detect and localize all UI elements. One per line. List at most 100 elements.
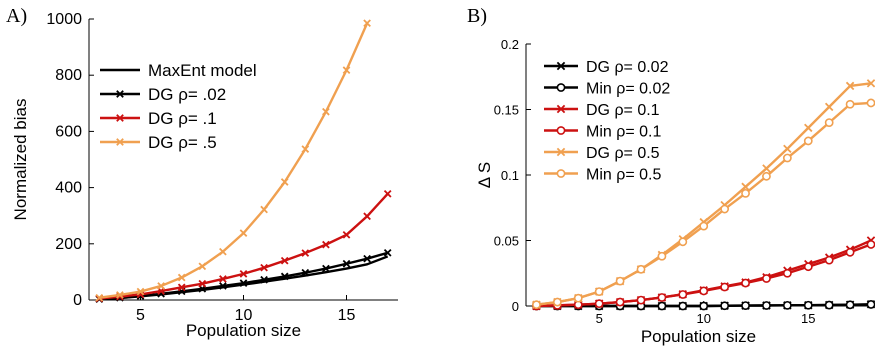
panel-b-legend-label: Min ρ= 0.5: [586, 167, 661, 184]
panel-b-legend-marker: [556, 126, 566, 135]
panel-b-x-axis-label: Population size: [641, 327, 756, 346]
panel-a-data-point: [239, 279, 248, 287]
panel-a-x-tick-label: 10: [235, 307, 253, 324]
panel-b-series-2: [532, 236, 875, 311]
panel-a-data-point: [177, 273, 186, 282]
panel-b-data-point: [552, 297, 562, 307]
panel-a-data-point: [301, 268, 310, 277]
panel-a: A) 5 10 15 0 200 400 600 800 1000 Population size…: [6, 5, 398, 340]
panel-a-data-point: [219, 247, 227, 256]
panel-a-data-point: [260, 205, 268, 214]
panel-b-data-point: [573, 293, 583, 303]
panel-b-data-point: [782, 153, 792, 163]
panel-b-data-point: [720, 282, 730, 292]
panel-a-legend-marker: [116, 90, 124, 98]
panel-a-data-point: [301, 249, 310, 257]
panel-b-data-point: [866, 300, 875, 309]
panel-a-data-point: [322, 240, 330, 249]
panel-b-data-point: [845, 81, 855, 91]
panel-b-legend-label: Min ρ= 0.1: [586, 124, 661, 141]
panel-b-x-tick-label: 10: [696, 311, 710, 326]
panel-a-y-tick-label: 0: [73, 292, 82, 309]
panel-b-data-point: [804, 123, 813, 133]
panel-a-legend-marker: [116, 114, 124, 122]
panel-a-x-axis-label: Population size: [186, 321, 301, 340]
panel-b-y-tick-label: 0.1: [501, 168, 519, 183]
panel-b-series-4: [532, 79, 875, 309]
panel-a-data-point: [198, 279, 207, 288]
panel-a-x-tick-label: 15: [338, 307, 356, 324]
panel-b-data-point: [866, 240, 875, 249]
panel-a-series-3: [95, 19, 371, 302]
panel-a-data-point: [280, 178, 289, 186]
panel-a-legend-label: DG ρ= .5: [148, 133, 217, 152]
panel-a-data-point: [116, 291, 124, 299]
panel-a-data-point: [383, 248, 392, 257]
panel-a-legend-label: DG ρ= .02: [148, 85, 226, 104]
panel-b-data-point: [615, 297, 625, 307]
panel-a-data-point: [322, 264, 330, 273]
panel-a-data-point: [177, 283, 186, 292]
panel-a-data-point: [239, 229, 248, 237]
panel-a-label: A): [6, 5, 27, 27]
panel-b-legend-marker: [556, 147, 566, 157]
panel-b-label: B): [467, 5, 487, 27]
panel-a-data-point: [322, 107, 330, 116]
panel-b-data-point: [782, 268, 792, 278]
panel-a-data-point: [383, 189, 392, 198]
panel-a-y-tick-label: 200: [55, 236, 82, 253]
panel-b-data-point: [615, 276, 625, 286]
panel-b-data-point: [594, 299, 604, 309]
panel-a-y-axis-label: Normalized bias: [11, 99, 30, 221]
panel-b-data-point: [594, 287, 604, 296]
panel-b-legend-marker: [556, 104, 566, 114]
panel-b-legend-label: DG ρ= 0.02: [586, 59, 669, 76]
panel-a-data-point: [363, 212, 371, 221]
panel-a-data-point: [363, 254, 371, 263]
panel-b-y-tick-label: 0.2: [501, 37, 519, 52]
panel-a-data-point: [239, 270, 248, 278]
panel-a-data-point: [260, 263, 268, 272]
panel-b-data-point: [699, 301, 709, 311]
panel-b-data-point: [678, 237, 688, 247]
panel-a-data-point: [280, 272, 289, 281]
panel-b-data-point: [866, 98, 875, 108]
panel-a-legend-label: MaxEnt model: [148, 61, 257, 80]
panel-b-data-point: [803, 300, 813, 310]
panel-a-data-point: [342, 66, 351, 74]
panel-a-legend: MaxEnt model DG ρ= .02 DG ρ= .1 DG ρ= .5: [100, 61, 257, 152]
panel-a-data-point: [157, 282, 165, 290]
panel-a-data-point: [219, 282, 227, 290]
panel-b-data-point: [803, 262, 813, 272]
panel-b-data-point: [741, 182, 750, 192]
panel-b-data-point: [824, 300, 834, 310]
panel-b-data-point: [720, 301, 730, 311]
panel-b-x-tick-label: 15: [801, 311, 815, 326]
panel-b-legend-label: DG ρ= 0.5: [586, 145, 660, 162]
panel-a-data-point: [260, 275, 268, 284]
panel-b-data-point: [824, 102, 834, 112]
panel-b-data-point: [762, 301, 771, 310]
panel-b-data-point: [783, 144, 792, 154]
panel-a-series-line: [99, 22, 369, 299]
panel-b-legend-label: Min ρ= 0.02: [586, 81, 670, 98]
panel-a-y-tick-label: 600: [55, 123, 82, 140]
panel-b-legend-marker: [556, 61, 566, 71]
panel-a-data-point: [219, 275, 227, 283]
panel-b-y-axis-label: Δ S: [475, 162, 494, 188]
panel-a-data-point: [363, 19, 371, 28]
panel-a-data-point: [95, 293, 104, 302]
panel-b-y-tick-label: 0.05: [494, 234, 519, 249]
panel-b-data-point: [636, 295, 646, 305]
panel-b-data-point: [636, 264, 646, 274]
panel-b-data-point: [845, 300, 855, 310]
panel-b-data-point: [782, 300, 792, 310]
panel-a-y-tick-label: 400: [55, 180, 82, 197]
panel-b-data-point: [762, 171, 771, 181]
panel-b-data-point: [699, 221, 709, 231]
panel-b-y-tick-label: 0.15: [494, 103, 519, 118]
panel-b-data-point: [657, 251, 667, 261]
panel-b-data-point: [845, 247, 855, 257]
panel-b-legend: DG ρ= 0.02 Min ρ= 0.02 DG ρ= 0.1 Min ρ= 0.1…: [544, 59, 670, 184]
